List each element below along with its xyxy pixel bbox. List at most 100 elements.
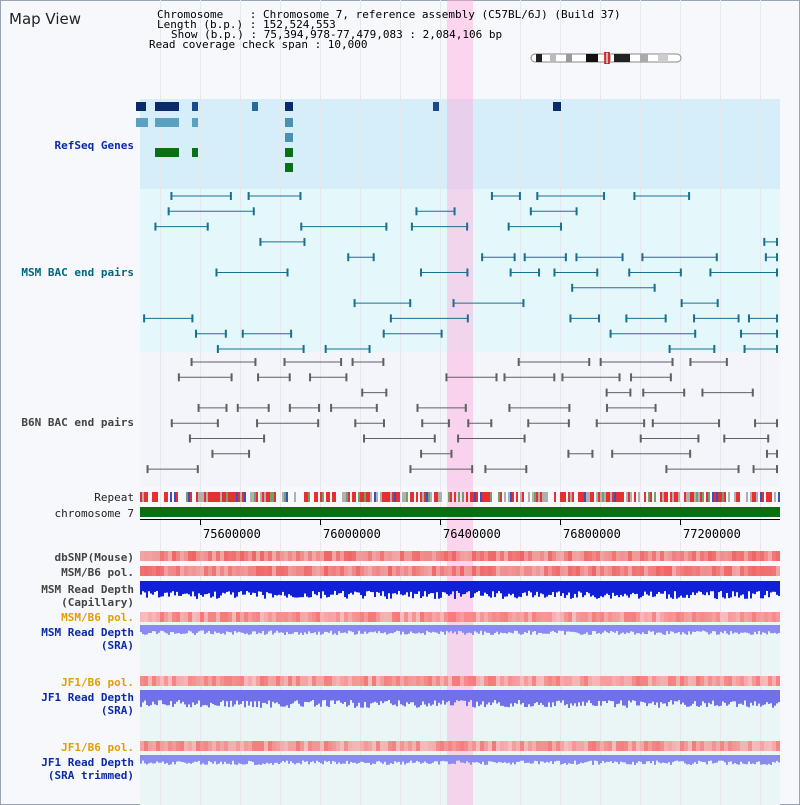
read-depth-bin xyxy=(310,625,312,634)
msm-bac-pair-end xyxy=(529,207,532,216)
polymorphism-bin xyxy=(540,566,544,576)
read-depth-bin xyxy=(432,625,434,632)
polymorphism-bin xyxy=(676,551,680,561)
repeat-feature xyxy=(774,492,776,502)
read-depth-bin xyxy=(428,581,430,595)
read-depth-bin xyxy=(160,581,162,597)
read-depth-bin xyxy=(230,581,232,595)
read-depth-bin xyxy=(680,581,682,596)
read-depth-bin xyxy=(230,625,232,633)
read-depth-bin xyxy=(144,690,146,701)
polymorphism-bin xyxy=(748,676,752,686)
repeat-feature xyxy=(230,492,232,502)
read-depth-bin xyxy=(610,625,612,632)
read-depth-bin xyxy=(664,581,666,592)
b6n-bac-pair-end xyxy=(447,419,450,428)
polymorphism-bin xyxy=(492,566,496,576)
polymorphism-bin xyxy=(372,566,376,576)
polymorphism-bin xyxy=(756,566,760,576)
read-depth-bin xyxy=(198,581,200,594)
repeat-feature xyxy=(202,492,204,502)
repeat-feature xyxy=(450,492,452,502)
read-depth-bin xyxy=(334,755,336,762)
read-depth-bin xyxy=(622,690,624,706)
chromosome-ideogram[interactable] xyxy=(530,52,682,64)
polymorphism-bin xyxy=(176,741,180,751)
polymorphism-bin xyxy=(600,741,604,751)
repeat-feature xyxy=(260,492,262,502)
read-depth-bin xyxy=(212,581,214,597)
read-depth-bin xyxy=(160,755,162,763)
polymorphism-bin xyxy=(440,676,444,686)
msm-bac-pair-end xyxy=(453,207,456,216)
polymorphism-bin xyxy=(528,612,532,622)
read-depth-bin xyxy=(368,581,370,591)
b6n-bac-pair-end xyxy=(170,419,173,428)
read-depth-bin xyxy=(678,690,680,701)
repeat-feature xyxy=(242,492,244,502)
read-depth-bin xyxy=(354,755,356,763)
read-depth-bin xyxy=(476,581,478,593)
polymorphism-bin xyxy=(492,612,496,622)
read-depth-bin xyxy=(188,755,190,763)
polymorphism-bin xyxy=(676,566,680,576)
read-depth-bin xyxy=(596,755,598,762)
read-depth-bin xyxy=(772,581,774,592)
polymorphism-bin xyxy=(720,551,724,561)
read-depth-bin xyxy=(568,755,570,764)
polymorphism-bin xyxy=(444,741,448,751)
polymorphism-bin xyxy=(436,741,440,751)
read-depth-bin xyxy=(360,581,362,595)
read-depth-bin xyxy=(286,690,288,706)
read-depth-bin xyxy=(774,755,776,763)
polymorphism-bin xyxy=(624,741,628,751)
polymorphism-bin xyxy=(292,676,296,686)
read-depth-bin xyxy=(330,581,332,595)
read-depth-bin xyxy=(306,625,308,635)
msm-bac-pair-end xyxy=(216,345,219,353)
read-depth-bin xyxy=(212,625,214,635)
read-depth-bin xyxy=(274,581,276,595)
repeat-feature xyxy=(262,492,264,502)
msm-bac-pair-end xyxy=(247,192,250,200)
polymorphism-bin xyxy=(604,612,608,622)
gene-feature xyxy=(252,102,258,111)
read-depth-bin xyxy=(544,625,546,634)
selected-region[interactable] xyxy=(447,0,473,805)
polymorphism-bin xyxy=(292,551,296,561)
msm-bac-pair-end xyxy=(776,237,778,246)
polymorphism-bin xyxy=(356,551,360,561)
polymorphism-bin xyxy=(576,741,580,751)
polymorphism-bin xyxy=(172,551,176,561)
polymorphism-bin xyxy=(452,676,456,686)
read-depth-bin xyxy=(226,625,228,632)
read-depth-bin xyxy=(494,690,496,701)
polymorphism-bin xyxy=(212,612,216,622)
read-depth-bin xyxy=(250,625,252,635)
read-depth-bin xyxy=(694,690,696,702)
read-depth-bin xyxy=(572,690,574,706)
grid-line xyxy=(600,0,601,805)
polymorphism-bin xyxy=(532,741,536,751)
polymorphism-bin xyxy=(152,741,156,751)
read-depth-bin xyxy=(252,690,254,708)
read-depth-bin xyxy=(350,581,352,593)
read-depth-bin xyxy=(764,625,766,633)
read-depth-bin xyxy=(376,690,378,703)
msm-bac-band xyxy=(140,189,780,352)
read-depth-bin xyxy=(204,581,206,595)
repeat-feature xyxy=(516,492,518,502)
read-depth-bin xyxy=(502,625,504,634)
read-depth-bin xyxy=(480,581,482,596)
read-depth-bin xyxy=(256,755,258,765)
read-depth-bin xyxy=(256,690,258,708)
read-depth-bin xyxy=(194,625,196,635)
read-depth-bin xyxy=(448,625,450,633)
polymorphism-bin xyxy=(404,566,408,576)
read-depth-bin xyxy=(190,581,192,597)
read-depth-bin xyxy=(188,690,190,705)
read-depth-bin xyxy=(526,690,528,708)
polymorphism-bin xyxy=(460,612,464,622)
polymorphism-bin xyxy=(756,612,760,622)
